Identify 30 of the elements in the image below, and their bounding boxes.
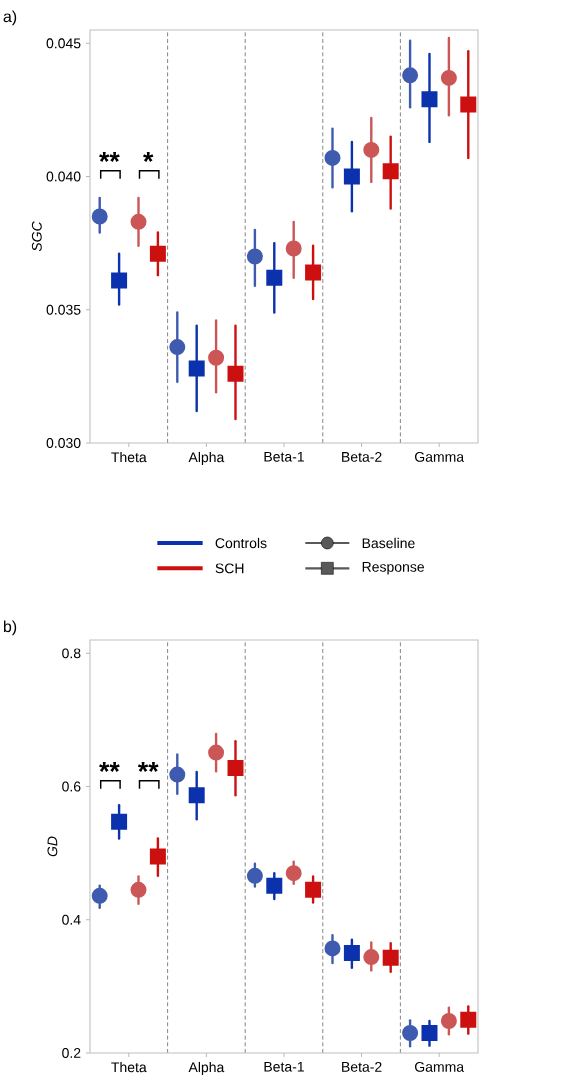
x-tick-label: Gamma xyxy=(415,451,465,462)
x-tick-label: Theta xyxy=(111,451,147,463)
text: SCH xyxy=(215,563,244,574)
x-tick-label: Alpha xyxy=(188,451,225,465)
text: Controls xyxy=(215,537,267,549)
x-tick-label: Gamma xyxy=(415,1061,465,1072)
y-axis-title: SGC xyxy=(31,221,42,252)
y-tick-label: 0.8 xyxy=(62,648,81,659)
chart-title: a) xyxy=(3,10,17,26)
text: Baseline xyxy=(362,537,415,549)
y-tick-label: 0.045 xyxy=(46,38,81,49)
x-tick-label: Beta-2 xyxy=(342,1061,382,1072)
x-tick-label: Beta-1 xyxy=(264,1061,304,1072)
y-tick-label: 0.2 xyxy=(62,1048,81,1058)
text: Response xyxy=(362,562,424,575)
x-tick-label: Alpha xyxy=(188,1061,225,1075)
chart-title: b) xyxy=(3,620,17,636)
x-tick-label: Theta xyxy=(111,1061,147,1073)
annotation: ** xyxy=(137,761,159,772)
y-axis-title: GD xyxy=(47,836,58,857)
y-tick-label: 0.040 xyxy=(46,171,81,182)
y-tick-label: 0.4 xyxy=(62,914,81,925)
annotation: ** xyxy=(99,761,120,772)
x-tick-label: Beta-2 xyxy=(342,451,382,462)
x-tick-label: Beta-1 xyxy=(264,451,304,462)
y-tick-label: 0.035 xyxy=(46,304,81,315)
y-tick-label: 0.030 xyxy=(46,438,81,448)
annotation: ** xyxy=(99,151,120,162)
annotation: * xyxy=(143,151,154,162)
y-tick-label: 0.6 xyxy=(62,781,81,792)
